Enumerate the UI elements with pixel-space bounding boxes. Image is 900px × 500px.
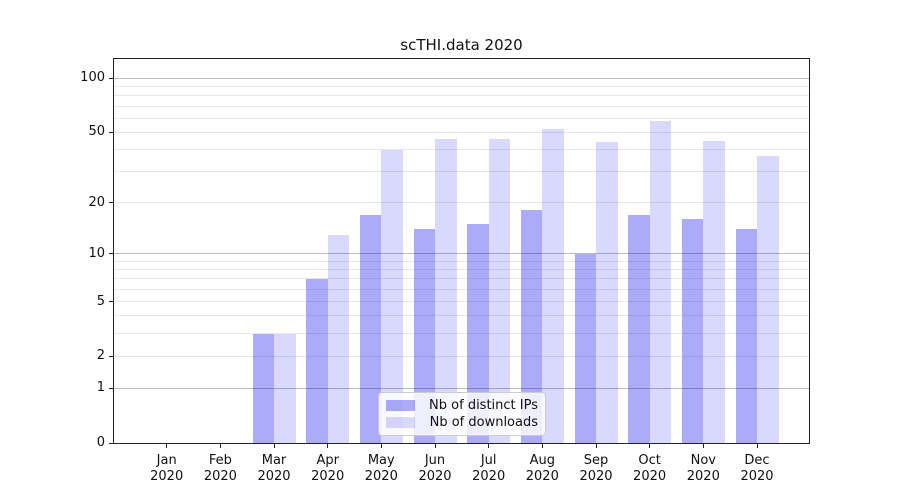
bar-downloads-jun [435,138,457,443]
y-tick [109,301,113,302]
y-tick-label: 100 [80,70,105,86]
gridline-minor [114,260,809,262]
y-tick-label: 20 [88,194,105,210]
x-tick-label: Mar 2020 [257,453,291,484]
gridline-minor [114,95,809,97]
legend-swatch-downloads [386,417,415,428]
legend-label-downloads: Nb of downloads [429,415,538,430]
x-tick [488,444,490,448]
bar-distinct-ips-jun [413,229,435,443]
gridline-major [114,387,809,389]
x-tick-label: Sep 2020 [579,453,613,484]
gridline-minor [114,315,809,317]
x-tick [595,444,597,448]
bar-distinct-ips-mar [252,333,274,443]
y-tick-label: 50 [88,124,105,140]
bar-downloads-aug [542,129,564,443]
bar-distinct-ips-may [359,214,382,443]
bar-downloads-may [381,149,403,443]
gridline-minor [114,300,809,302]
gridline-minor [114,117,809,119]
legend: Nb of distinct IPs Nb of downloads [378,392,546,436]
x-tick-label: Nov 2020 [686,453,720,484]
y-tick-label: 2 [96,348,105,364]
plot-area: Nb of distinct IPs Nb of downloads [113,58,810,444]
bar-downloads-apr [327,234,350,443]
x-tick [380,444,382,448]
x-tick [219,444,221,448]
x-tick [756,444,758,448]
y-tick [109,77,113,79]
y-tick [109,202,113,203]
chart-title: scTHI.data 2020 [400,36,523,54]
bar-downloads-jul [488,138,511,443]
bar-distinct-ips-nov [681,219,704,443]
x-tick-label: Jul 2020 [472,453,506,484]
bar-downloads-sep [596,142,618,443]
bar-downloads-mar [274,333,296,443]
bar-downloads-nov [703,140,725,443]
x-tick-label: Jan 2020 [150,453,184,484]
y-tick [109,131,113,133]
bar-distinct-ips-apr [306,278,328,443]
x-tick-label: Oct 2020 [633,453,667,484]
x-tick-label: Apr 2020 [311,453,345,484]
y-tick-label: 10 [88,245,105,261]
y-tick [109,442,113,444]
y-tick-label: 5 [96,293,105,309]
bar-distinct-ips-sep [574,253,596,443]
bar-downloads-oct [649,120,672,443]
x-tick [166,444,168,448]
gridline-major [114,253,809,255]
gridline-minor [114,332,809,334]
y-tick [109,253,113,255]
legend-item-distinct-ips: Nb of distinct IPs [386,398,538,413]
y-tick-label: 1 [96,380,105,396]
gridline-minor [114,86,809,88]
gridline-minor [114,355,809,357]
x-tick [541,444,543,448]
x-tick-label: Aug 2020 [525,453,559,484]
bar-distinct-ips-jul [467,224,489,443]
x-tick [649,444,651,448]
gridline-minor [114,278,809,280]
gridline-minor [114,201,809,203]
gridline-minor [114,268,809,270]
y-tick-label: 0 [96,435,105,450]
bar-distinct-ips-aug [520,210,543,443]
x-tick-label: Feb 2020 [203,453,237,484]
y-tick [109,387,113,389]
x-tick [434,444,436,448]
x-tick [273,444,275,448]
gridline-major [114,77,809,79]
bar-distinct-ips-oct [628,214,650,443]
x-tick [327,444,329,448]
gridline-minor [114,288,809,290]
legend-item-downloads: Nb of downloads [386,415,538,430]
gridline-minor [114,171,809,173]
y-tick [109,355,113,357]
legend-swatch-distinct-ips [386,400,415,411]
x-tick-label: Dec 2020 [740,453,774,484]
gridline-minor [114,131,809,133]
x-tick-label: May 2020 [364,453,398,484]
legend-label-distinct-ips: Nb of distinct IPs [429,398,538,413]
x-tick [702,444,704,448]
gridline-minor [114,105,809,107]
bar-downloads-dec [757,155,779,443]
gridline-minor [114,149,809,151]
bar-distinct-ips-dec [735,229,757,443]
x-tick-label: Jun 2020 [418,453,452,484]
